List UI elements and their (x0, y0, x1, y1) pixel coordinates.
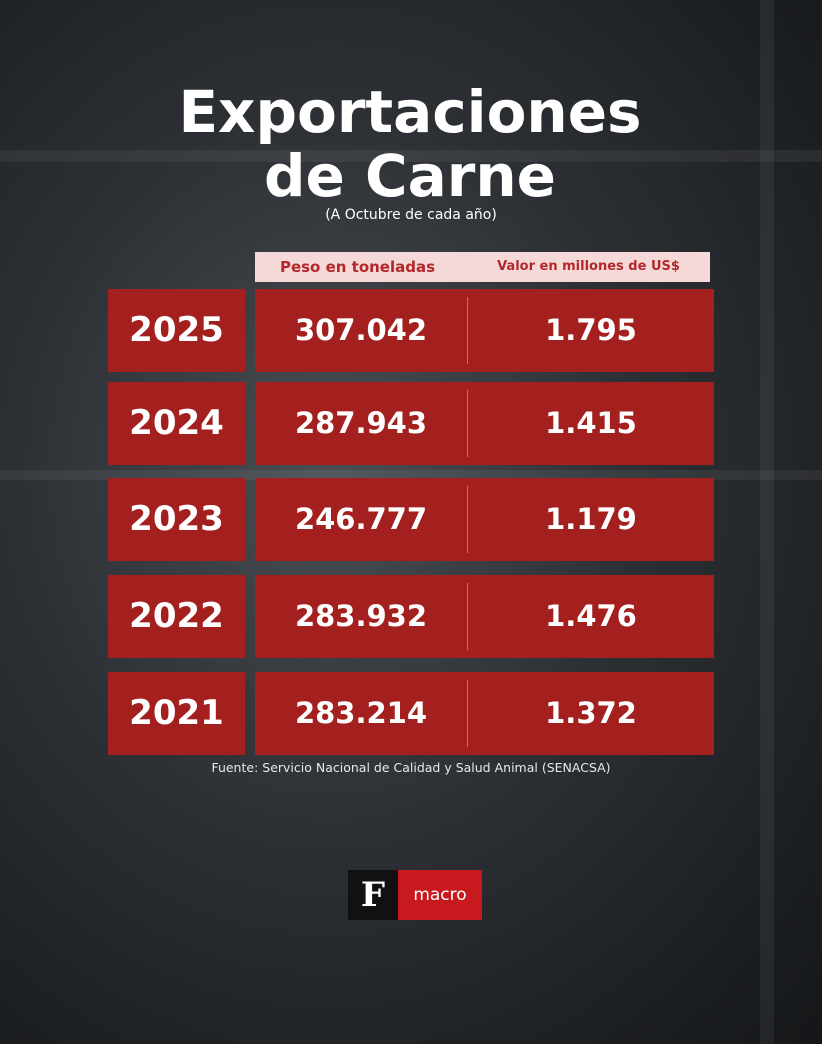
source: Fuente: Servicio Nacional de Calidad y S… (211, 760, 611, 775)
logo-label: macro (398, 870, 482, 920)
divider (467, 390, 468, 457)
divider (467, 583, 468, 650)
column-label: Peso en toneladas (279, 258, 436, 276)
year-cell: 2021 (108, 672, 245, 755)
weight-cell: 246.777 (294, 502, 428, 536)
data-row: 283.214 1.372 (255, 672, 714, 755)
weight-cell: 307.042 (294, 313, 428, 347)
year-cell: 2025 (108, 289, 245, 372)
value-cell: 1.415 (545, 406, 637, 440)
subtitle: (A Octubre de cada año) (325, 207, 497, 223)
background-stripe (0, 150, 822, 162)
weight-cell: 283.214 (294, 696, 428, 730)
column-header: Peso en toneladas Valor en millones de U… (255, 252, 710, 282)
divider (467, 486, 468, 553)
data-row: 307.042 1.795 (255, 289, 714, 372)
weight-cell: 283.932 (294, 599, 428, 633)
divider (467, 680, 468, 747)
divider (467, 297, 468, 364)
background-stripe (0, 470, 822, 480)
data-row: 287.943 1.415 (255, 382, 714, 465)
year-cell: 2024 (108, 382, 245, 465)
logo-mark: F (348, 870, 398, 920)
background-stripe (760, 0, 774, 1044)
value-cell: 1.372 (545, 696, 637, 730)
year-cell: 2023 (108, 478, 245, 561)
value-cell: 1.476 (545, 599, 637, 633)
weight-cell: 287.943 (294, 406, 428, 440)
title: Exportaciones de Carne (178, 78, 642, 210)
year-cell: 2022 (108, 575, 245, 658)
value-cell: 1.795 (545, 313, 637, 347)
data-row: 246.777 1.179 (255, 478, 714, 561)
column-label: Valor en millones de US$ (497, 259, 680, 274)
data-row: 283.932 1.476 (255, 575, 714, 658)
value-cell: 1.179 (545, 502, 637, 536)
